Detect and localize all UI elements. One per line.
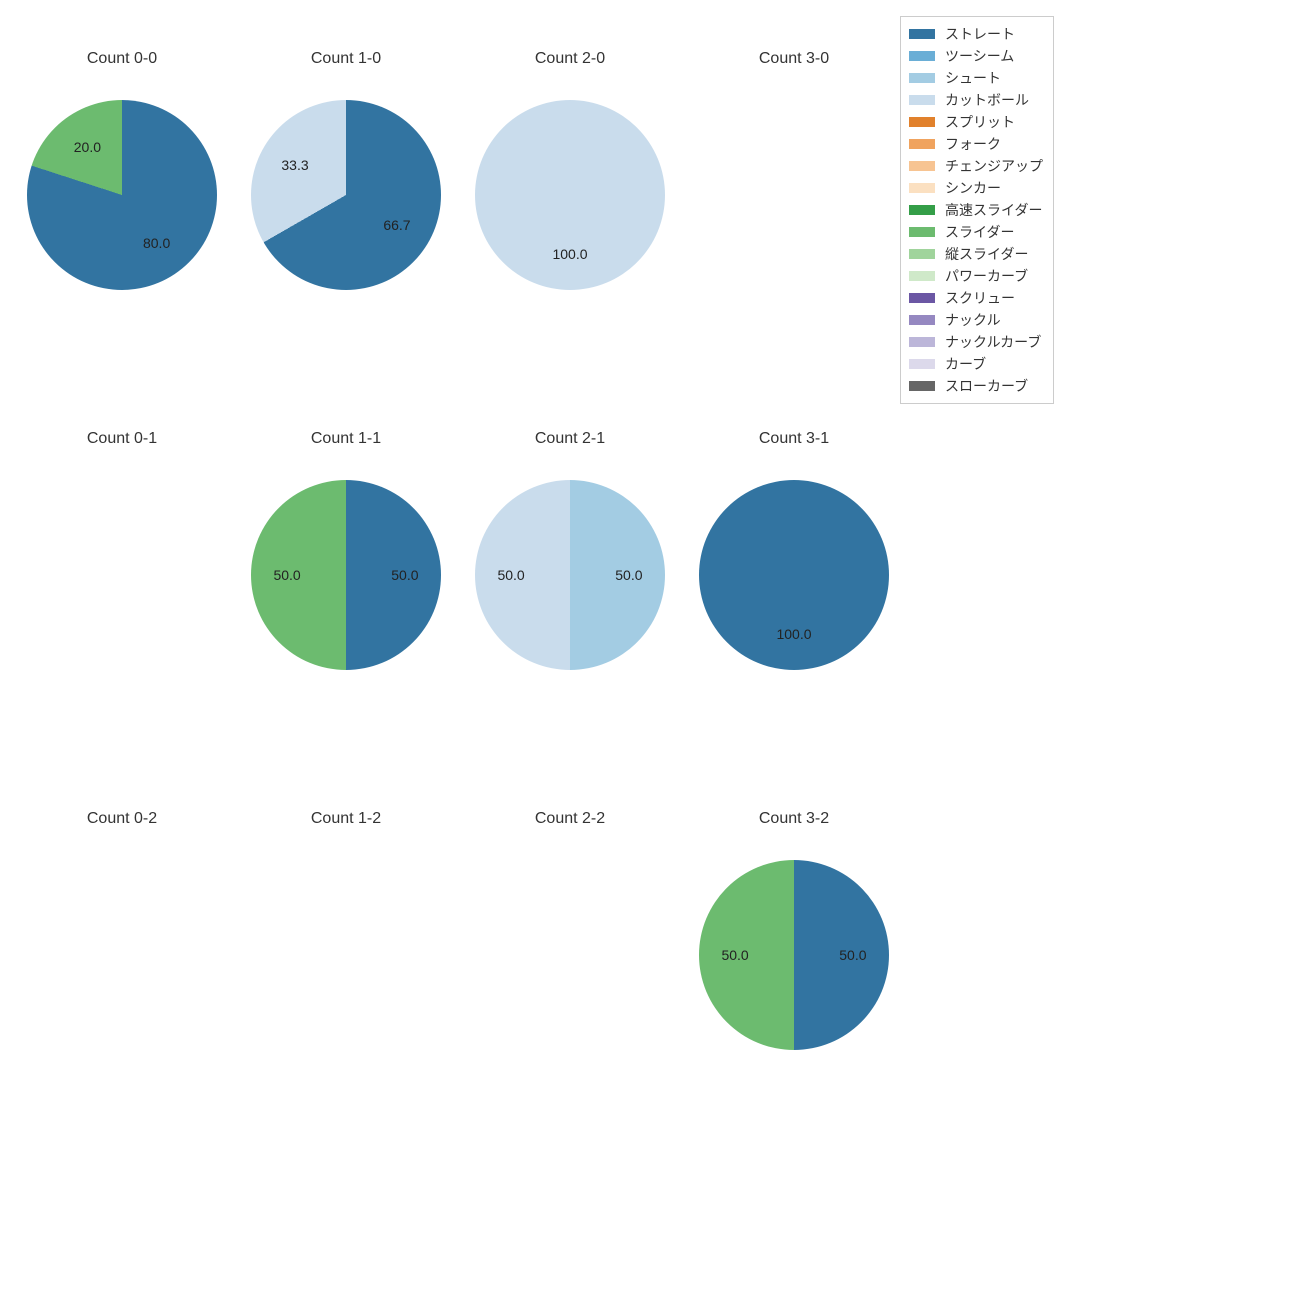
legend-label: スクリュー [945, 288, 1015, 308]
slice-value-label: 50.0 [497, 567, 524, 583]
legend-item: 高速スライダー [909, 199, 1043, 221]
legend-swatch [909, 381, 935, 391]
legend-swatch [909, 337, 935, 347]
pie-chart [251, 100, 441, 290]
pie-title: Count 3-2 [682, 810, 906, 828]
legend-item: シュート [909, 67, 1043, 89]
legend-swatch [909, 271, 935, 281]
legend-swatch [909, 183, 935, 193]
legend-label: フォーク [945, 134, 1001, 154]
legend-swatch [909, 161, 935, 171]
legend-item: ストレート [909, 23, 1043, 45]
legend-label: ツーシーム [945, 46, 1014, 66]
legend-item: スローカーブ [909, 375, 1043, 397]
legend-item: シンカー [909, 177, 1043, 199]
slice-value-label: 50.0 [839, 947, 866, 963]
pitch-type-legend: ストレートツーシームシュートカットボールスプリットフォークチェンジアップシンカー… [900, 16, 1054, 404]
pie-cell: Count 2-0 100.0 [458, 40, 682, 420]
legend-item: フォーク [909, 133, 1043, 155]
pie-title: Count 0-2 [10, 810, 234, 828]
legend-item: チェンジアップ [909, 155, 1043, 177]
legend-item: スクリュー [909, 287, 1043, 309]
legend-swatch [909, 73, 935, 83]
pie-chart [27, 100, 217, 290]
legend-item: スプリット [909, 111, 1043, 133]
pie-title: Count 1-2 [234, 810, 458, 828]
legend-label: 高速スライダー [945, 200, 1042, 220]
legend-label: シュート [945, 68, 1001, 88]
pie-title: Count 0-0 [10, 50, 234, 68]
legend-swatch [909, 359, 935, 369]
pie-cell: Count 3-0 [682, 40, 906, 420]
legend-swatch [909, 249, 935, 259]
pie-cell: Count 2-1 50.0 50.0 [458, 420, 682, 800]
legend-label: パワーカーブ [945, 266, 1028, 286]
legend-item: ツーシーム [909, 45, 1043, 67]
legend-swatch [909, 139, 935, 149]
legend-item: ナックル [909, 309, 1043, 331]
legend-label: カットボール [945, 90, 1029, 110]
legend-item: パワーカーブ [909, 265, 1043, 287]
pie-title: Count 2-1 [458, 430, 682, 448]
pie-title: Count 1-0 [234, 50, 458, 68]
slice-value-label: 100.0 [552, 246, 587, 262]
legend-item: スライダー [909, 221, 1043, 243]
pie-cell: Count 0-0 80.0 20.0 [10, 40, 234, 420]
slice-value-label: 50.0 [391, 567, 418, 583]
pie-grid-chart: ストレートツーシームシュートカットボールスプリットフォークチェンジアップシンカー… [0, 0, 1300, 1300]
slice-value-label: 50.0 [615, 567, 642, 583]
pie-cell: Count 1-1 50.0 50.0 [234, 420, 458, 800]
pie-title: Count 3-1 [682, 430, 906, 448]
legend-swatch [909, 95, 935, 105]
slice-value-label: 50.0 [273, 567, 300, 583]
legend-swatch [909, 117, 935, 127]
legend-item: カットボール [909, 89, 1043, 111]
pie-cell: Count 3-2 50.0 50.0 [682, 800, 906, 1180]
legend-swatch [909, 205, 935, 215]
pie-cell: Count 1-2 [234, 800, 458, 1180]
pie-title: Count 3-0 [682, 50, 906, 68]
pie-cell: Count 2-2 [458, 800, 682, 1180]
legend-label: シンカー [945, 178, 1001, 198]
pie-title: Count 0-1 [10, 430, 234, 448]
legend-swatch [909, 29, 935, 39]
pie-title: Count 2-2 [458, 810, 682, 828]
legend-swatch [909, 227, 935, 237]
slice-value-label: 66.7 [383, 217, 410, 233]
pie-title: Count 1-1 [234, 430, 458, 448]
slice-value-label: 33.3 [281, 157, 308, 173]
pie-cell: Count 1-0 66.7 33.3 [234, 40, 458, 420]
legend-swatch [909, 315, 935, 325]
pie-cell: Count 0-2 [10, 800, 234, 1180]
legend-label: ナックルカーブ [945, 332, 1041, 352]
legend-item: 縦スライダー [909, 243, 1043, 265]
legend-item: ナックルカーブ [909, 331, 1043, 353]
legend-label: スライダー [945, 222, 1014, 242]
slice-value-label: 50.0 [721, 947, 748, 963]
slice-value-label: 100.0 [776, 626, 811, 642]
legend-label: カーブ [945, 354, 986, 374]
legend-label: ナックル [945, 310, 1001, 330]
legend-swatch [909, 293, 935, 303]
legend-swatch [909, 51, 935, 61]
legend-label: スローカーブ [945, 376, 1028, 396]
legend-label: チェンジアップ [945, 156, 1043, 176]
pie-title: Count 2-0 [458, 50, 682, 68]
legend-label: ストレート [945, 24, 1015, 44]
pie-cell: Count 3-1 100.0 [682, 420, 906, 800]
pie-cell: Count 0-1 [10, 420, 234, 800]
legend-item: カーブ [909, 353, 1043, 375]
legend-label: 縦スライダー [945, 244, 1028, 264]
slice-value-label: 20.0 [74, 139, 101, 155]
legend-label: スプリット [945, 112, 1015, 132]
slice-value-label: 80.0 [143, 235, 170, 251]
